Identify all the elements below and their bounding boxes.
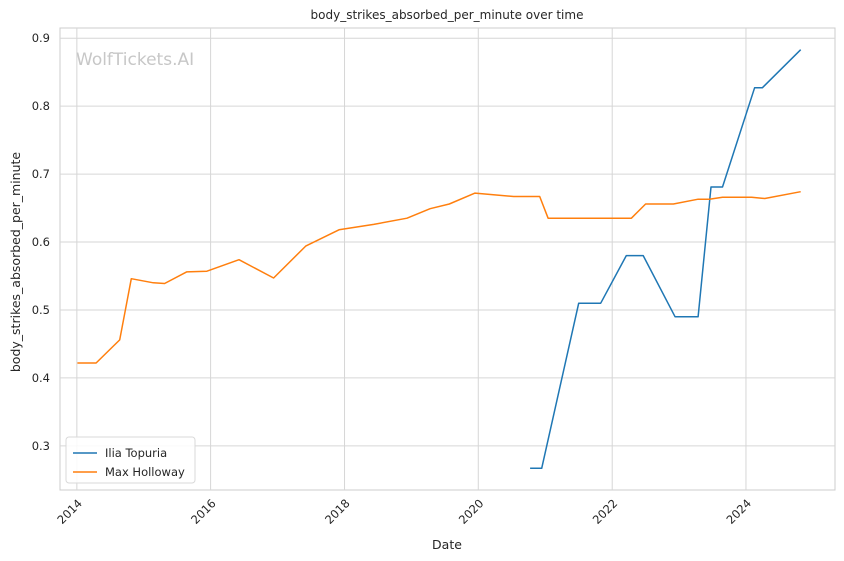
y-tick-label: 0.7 <box>32 167 50 181</box>
x-tick-label: 2018 <box>322 496 353 527</box>
legend-label-max-holloway: Max Holloway <box>105 465 185 479</box>
grid <box>60 28 835 490</box>
y-axis-ticks: 0.3 0.4 0.5 0.6 0.7 0.8 0.9 <box>32 31 50 453</box>
x-tick-label: 2014 <box>54 496 85 527</box>
legend-label-ilia-topuria: Ilia Topuria <box>105 446 167 460</box>
y-tick-label: 0.3 <box>32 439 50 453</box>
y-tick-label: 0.9 <box>32 31 50 45</box>
y-tick-label: 0.6 <box>32 235 50 249</box>
y-tick-label: 0.4 <box>32 371 50 385</box>
x-tick-label: 2020 <box>456 496 487 527</box>
legend-box <box>65 436 196 484</box>
y-axis-label: body_strikes_absorbed_per_minute <box>8 152 23 373</box>
series-layer <box>77 49 802 470</box>
plot-area <box>59 27 836 491</box>
x-axis-label: Date <box>432 537 462 552</box>
series-line-ilia-topuria <box>530 49 802 470</box>
x-axis-ticks: 2014 2016 2018 2020 2022 2024 <box>54 496 754 527</box>
chart-title: body_strikes_absorbed_per_minute over ti… <box>311 8 584 22</box>
x-tick-label: 2022 <box>590 496 621 527</box>
y-tick-label: 0.8 <box>32 99 50 113</box>
series-line-max-holloway <box>77 190 801 364</box>
x-tick-label: 2024 <box>723 496 754 527</box>
y-tick-label: 0.5 <box>32 303 50 317</box>
x-tick-label: 2016 <box>188 496 219 527</box>
watermark: WolfTickets.AI <box>76 50 194 70</box>
legend: Ilia Topuria Max Holloway <box>65 436 196 484</box>
